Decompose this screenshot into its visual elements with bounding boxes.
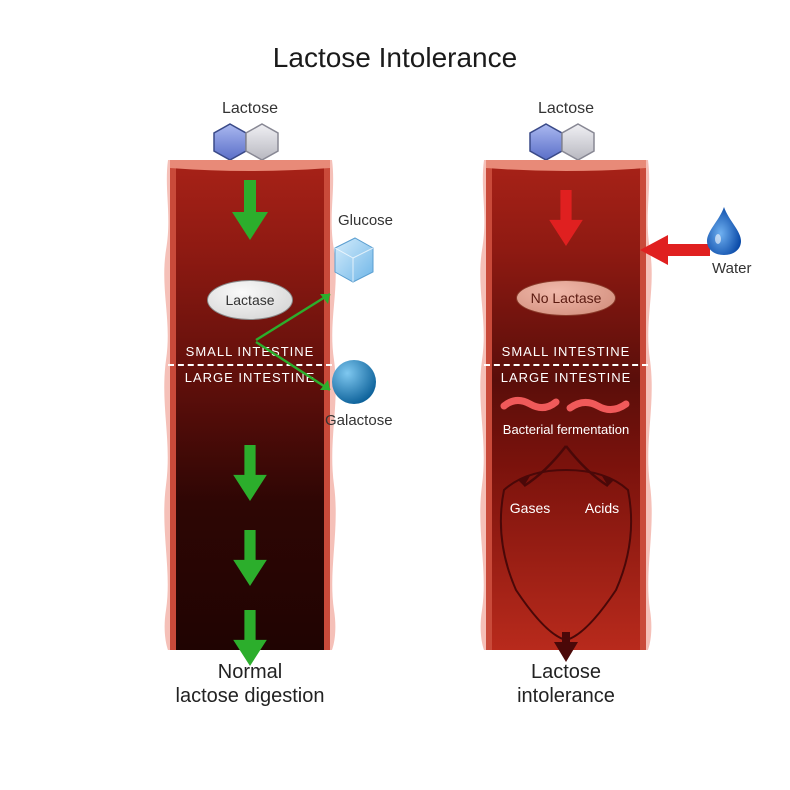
- exit-arrow: [552, 632, 580, 662]
- acids-label: Acids: [585, 500, 619, 516]
- water-drop-icon: [705, 205, 743, 255]
- intestine-right: No Lactase SMALL INTESTINE LARGE INTESTI…: [476, 160, 656, 650]
- galactose-label: Galactose: [325, 412, 393, 429]
- lactose-label-left: Lactose: [222, 100, 278, 118]
- flow-arrow-1: [230, 180, 270, 240]
- water-label: Water: [712, 260, 751, 277]
- water-arrow: [640, 235, 710, 265]
- gases-label: Gases: [510, 500, 550, 516]
- intestine-divider-right: [484, 364, 648, 366]
- fermentation-arrows: [496, 442, 636, 502]
- intolerance-panel: Lactose: [430, 100, 770, 710]
- flow-arrow-3: [231, 530, 269, 586]
- fermentation-label: Bacterial fermentation: [503, 422, 629, 437]
- normal-caption: Normallactose digestion: [80, 660, 420, 708]
- galactose-icon: [330, 358, 378, 406]
- intolerance-caption: Lactoseintolerance: [396, 660, 736, 708]
- flow-arrow-4: [231, 610, 269, 666]
- page-title: Lactose Intolerance: [0, 42, 790, 74]
- lactose-molecule-right: [526, 122, 606, 162]
- flow-arrow-red: [547, 190, 585, 246]
- bacteria-icon: [496, 392, 636, 420]
- normal-digestion-panel: Lactose: [80, 100, 420, 710]
- small-intestine-label-right: SMALL INTESTINE: [502, 344, 631, 359]
- glucose-label: Glucose: [338, 212, 393, 229]
- no-lactase-enzyme: No Lactase: [516, 280, 616, 316]
- lactose-molecule-left: [210, 122, 290, 162]
- flow-arrow-2: [231, 445, 269, 501]
- no-lactase-label: No Lactase: [531, 290, 602, 306]
- glucose-icon: [325, 230, 381, 286]
- lactose-label-right: Lactose: [538, 100, 594, 118]
- large-intestine-label-right: LARGE INTESTINE: [501, 370, 632, 385]
